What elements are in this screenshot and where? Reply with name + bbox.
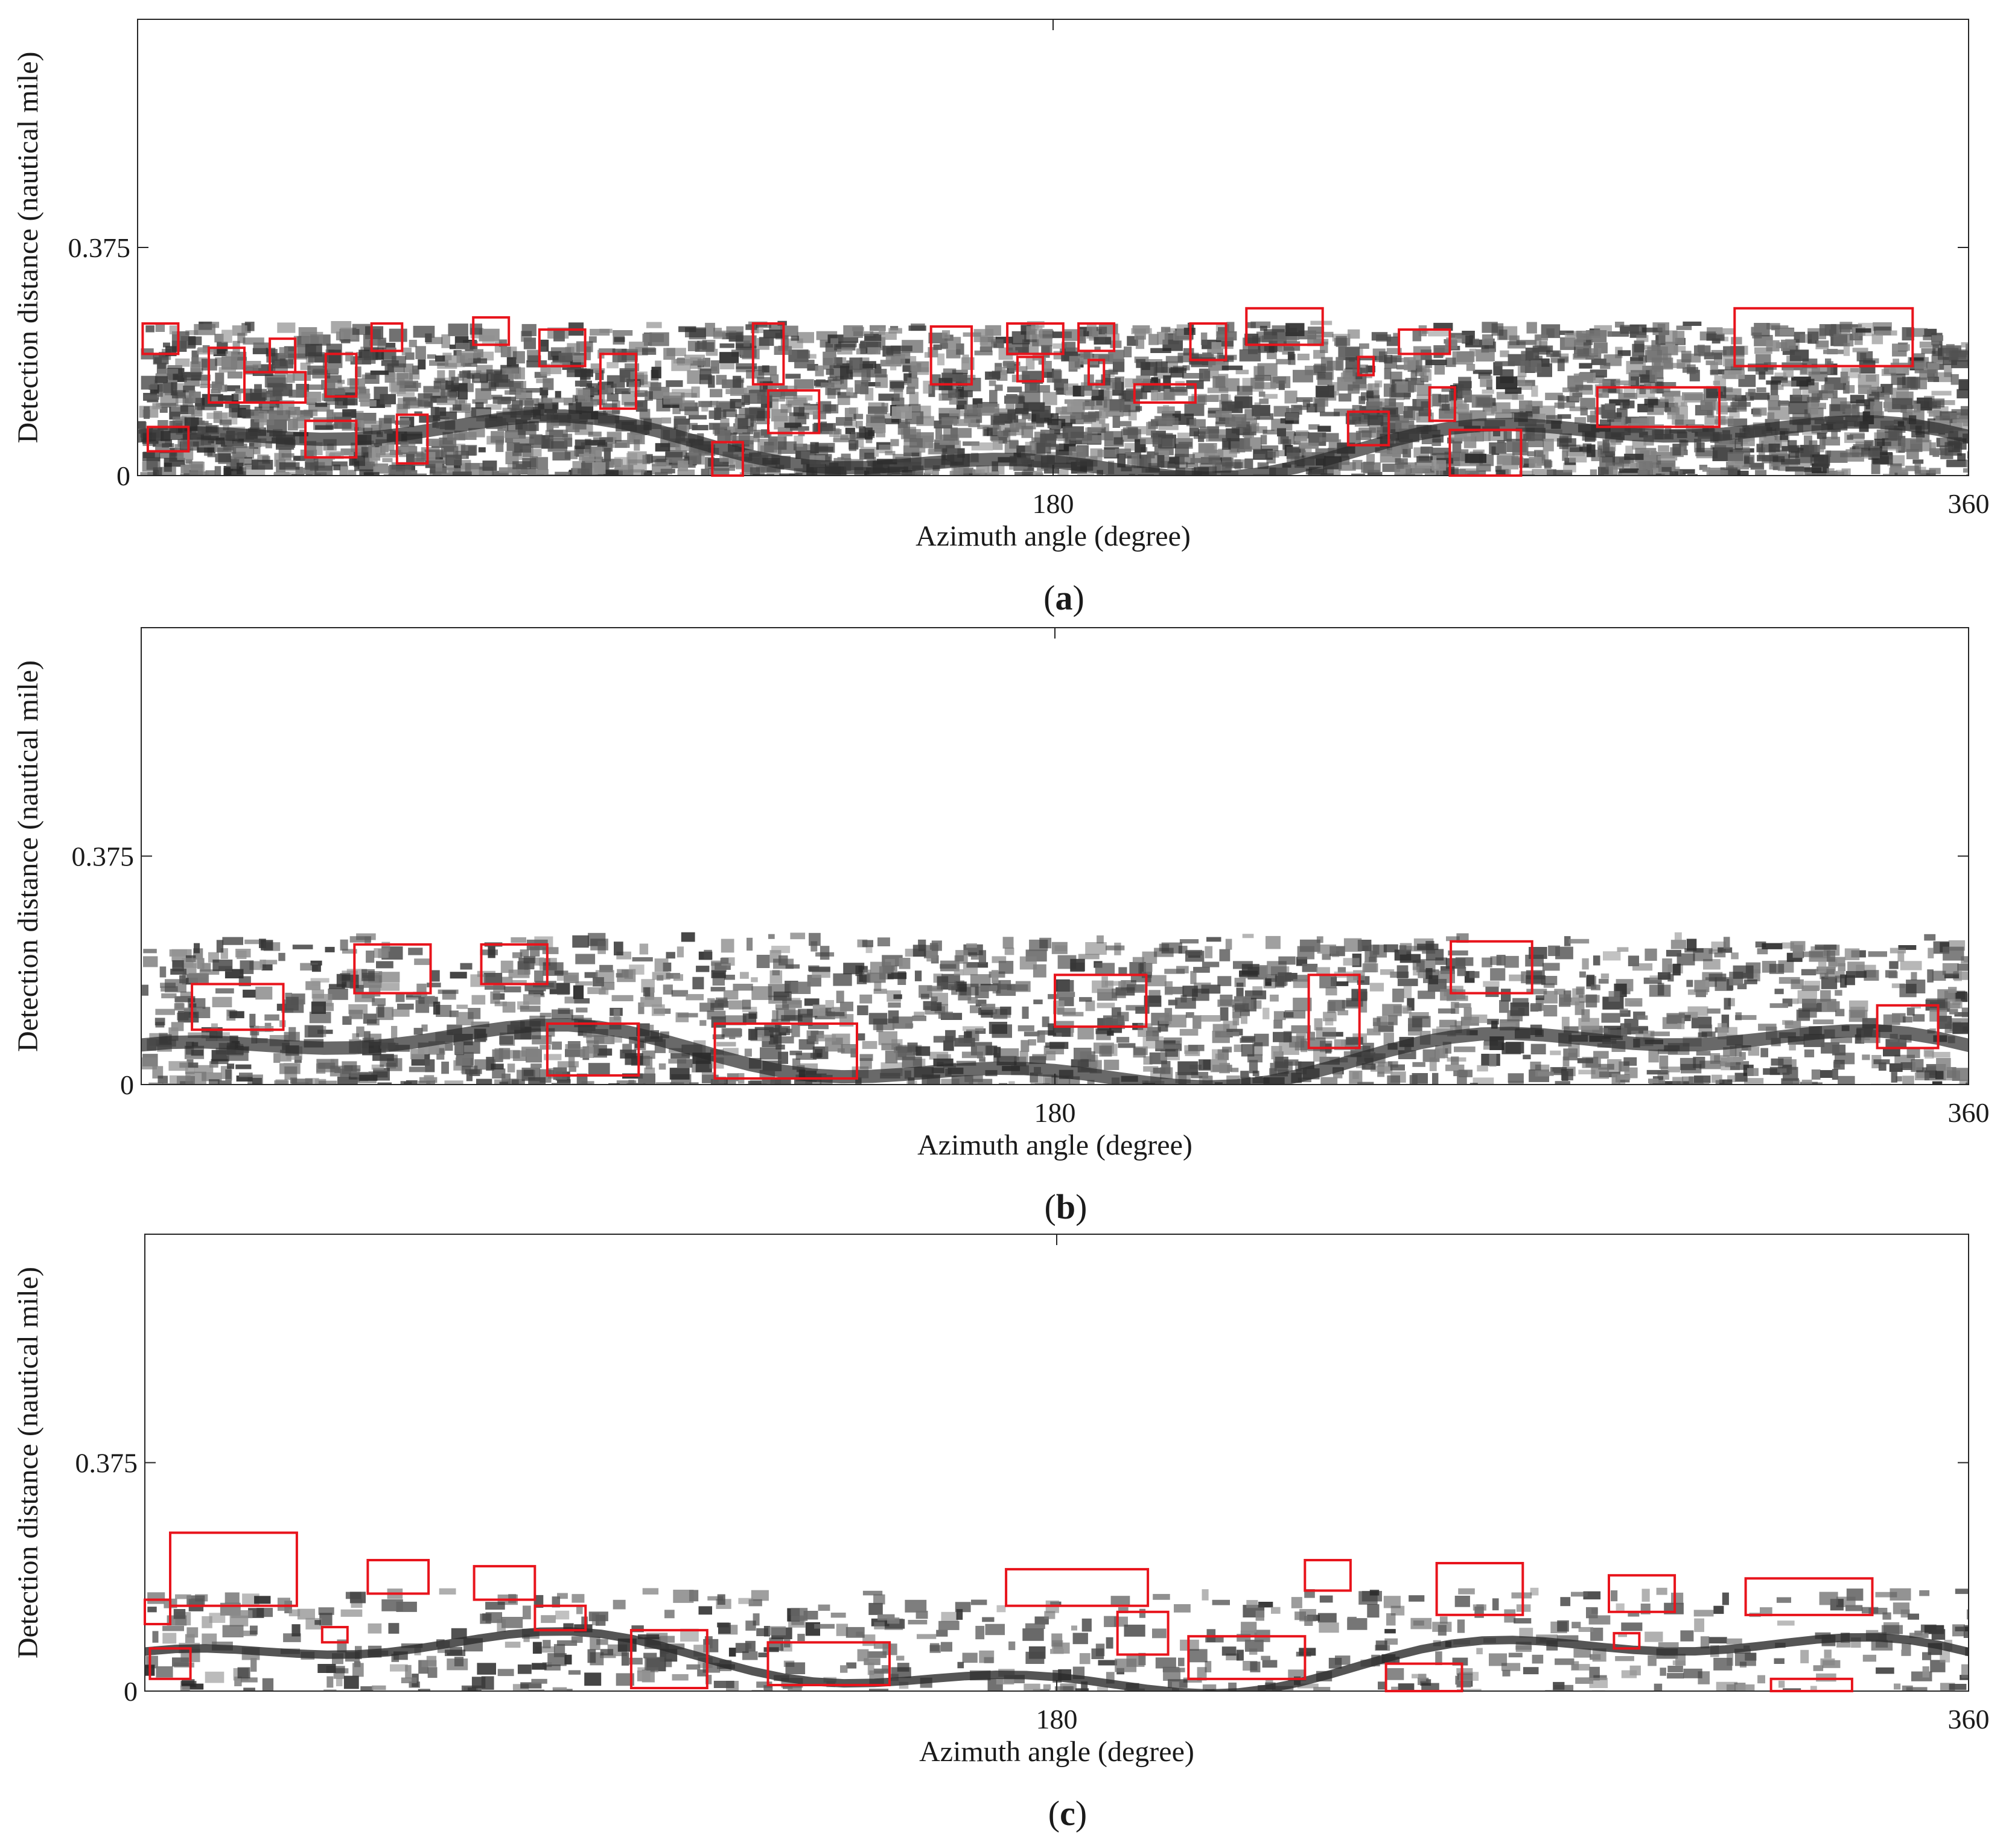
detection-box [1187,1635,1307,1680]
echo-heatmap [145,1587,1969,1691]
detection-box [146,425,190,453]
detection-box [1384,1662,1463,1693]
x-tick-label: 180 [1036,1704,1078,1735]
detection-box [1304,1559,1352,1592]
panel-label: (c) [1048,1794,1087,1833]
detection-box [929,325,973,386]
detection-box [1054,973,1148,1028]
y-tick-label: 0.375 [68,232,131,263]
x-axis-label: Azimuth angle (degree) [917,1129,1192,1161]
detection-box [1005,1568,1150,1607]
y-tick-label: 0.375 [72,841,135,872]
detection-box [304,419,358,459]
detection-box [1077,322,1116,352]
detection-box [191,983,285,1031]
detection-box [141,322,180,355]
detection-box [1357,355,1375,377]
detection-box [1435,1562,1524,1616]
detection-box [767,389,821,435]
detection-box [1769,1677,1853,1693]
x-tick-label: 180 [1033,488,1074,519]
detection-box [1087,358,1106,386]
y-axis-label: Detection distance (nautical mile) [12,51,44,443]
detection-box [1016,355,1045,383]
detection-box [269,337,297,374]
detection-box [1450,940,1533,995]
detection-box [324,352,358,398]
detection-box [711,441,744,477]
detection-box [1116,1610,1170,1656]
detection-box [472,316,511,346]
x-axis-label: Azimuth angle (degree) [915,520,1191,552]
detection-box [538,328,587,368]
x-axis-label: Azimuth angle (degree) [919,1736,1194,1768]
echo-heatmap [138,320,1969,476]
detection-box [1398,328,1451,355]
y-tick-label: 0 [124,1676,138,1707]
detection-box [148,1647,192,1680]
y-tick-label: 0 [116,460,130,491]
detection-box [169,1531,298,1607]
x-tick-label: 360 [1948,1097,1990,1128]
detection-box [473,1565,537,1601]
detection-box [1307,973,1361,1050]
detection-box [713,1022,858,1080]
detection-box [1133,383,1197,404]
y-axis-label: Detection distance (nautical mile) [12,660,44,1052]
panel-3: 180 360 0 0.375 Azimuth angle (degree) Detect… [12,1234,1990,1833]
y-tick-label: 0.375 [75,1448,138,1479]
detection-box [599,352,637,410]
echo-heatmap [141,932,1969,1085]
detection-box [1189,322,1227,362]
detection-box [1245,307,1324,346]
panel-1: 180 360 0 0.375 Azimuth angle (degree) Detect… [12,19,1990,617]
detection-box [1733,307,1914,368]
detection-box [320,1626,349,1644]
x-tick-label: 360 [1948,488,1990,519]
y-axis-label: Detection distance (nautical mile) [12,1267,44,1658]
detection-box [1744,1577,1874,1616]
detection-box [370,322,404,352]
panel-label: (a) [1043,578,1084,617]
detection-box [533,1604,587,1632]
detection-box [629,1629,708,1690]
detection-box [1006,322,1065,355]
detection-box [366,1559,430,1595]
detection-box [1428,386,1456,422]
plot-area [145,1234,1969,1691]
y-tick-label: 0 [120,1069,134,1100]
detection-box [1596,386,1721,429]
detection-box [144,1598,171,1626]
detection-box [766,1641,891,1687]
detection-box [751,322,785,386]
panel-label: (b) [1045,1187,1087,1226]
x-tick-label: 360 [1948,1704,1990,1735]
panel-2: 180 360 0 0.375 Azimuth angle (degree) Detect… [12,627,1990,1226]
detection-box [1608,1574,1676,1613]
detection-box [1448,429,1523,477]
detection-box [1346,410,1390,447]
detection-box [1876,1004,1940,1050]
x-tick-label: 180 [1034,1097,1076,1128]
detection-box [395,413,429,465]
detection-box [353,943,432,995]
detection-box [1613,1632,1641,1650]
detection-box [480,943,549,986]
detection-box [546,1022,640,1077]
